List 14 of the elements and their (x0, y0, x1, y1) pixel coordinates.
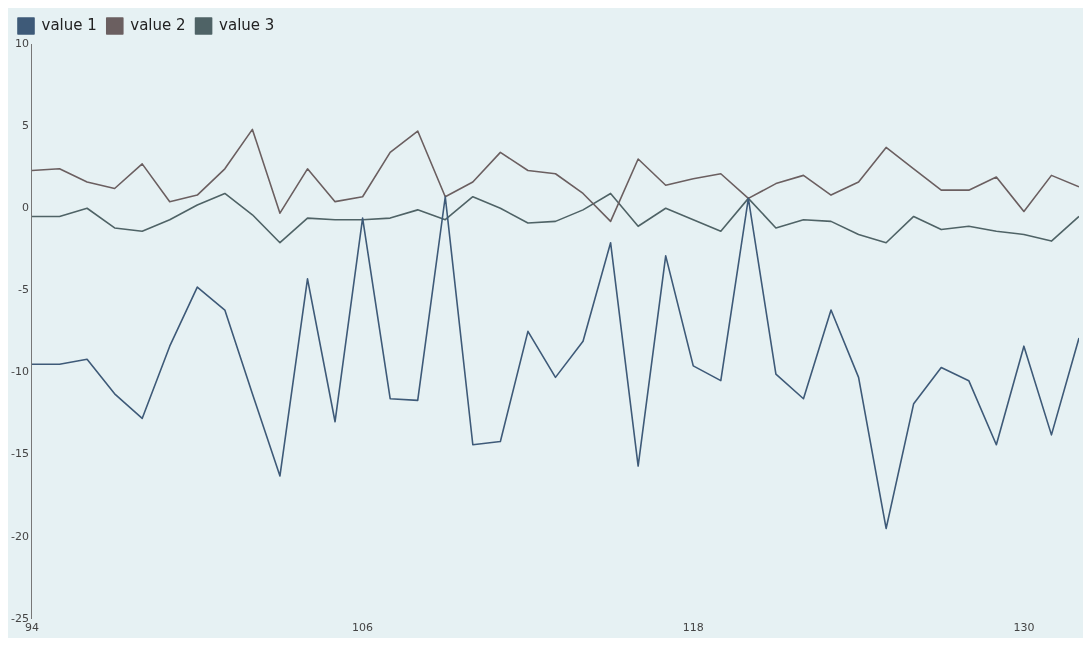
legend-label: value 2 (130, 15, 186, 34)
y-tick-label: -10 (11, 365, 29, 379)
y-tick-label: -15 (11, 447, 29, 461)
y-tick-label: -5 (18, 283, 29, 297)
x-tick-label: 130 (1013, 621, 1035, 635)
x-tick-label: 106 (352, 621, 374, 635)
y-tick-label: 0 (21, 201, 29, 215)
y-tick-label: 10 (14, 36, 29, 50)
legend-label: value 3 (219, 15, 275, 34)
x-tick-label: 118 (682, 621, 704, 635)
y-tick-label: -20 (11, 529, 29, 543)
y-tick-label: 5 (21, 118, 29, 132)
x-tick-label: 94 (24, 621, 39, 635)
legend-label: value 1 (41, 15, 97, 34)
